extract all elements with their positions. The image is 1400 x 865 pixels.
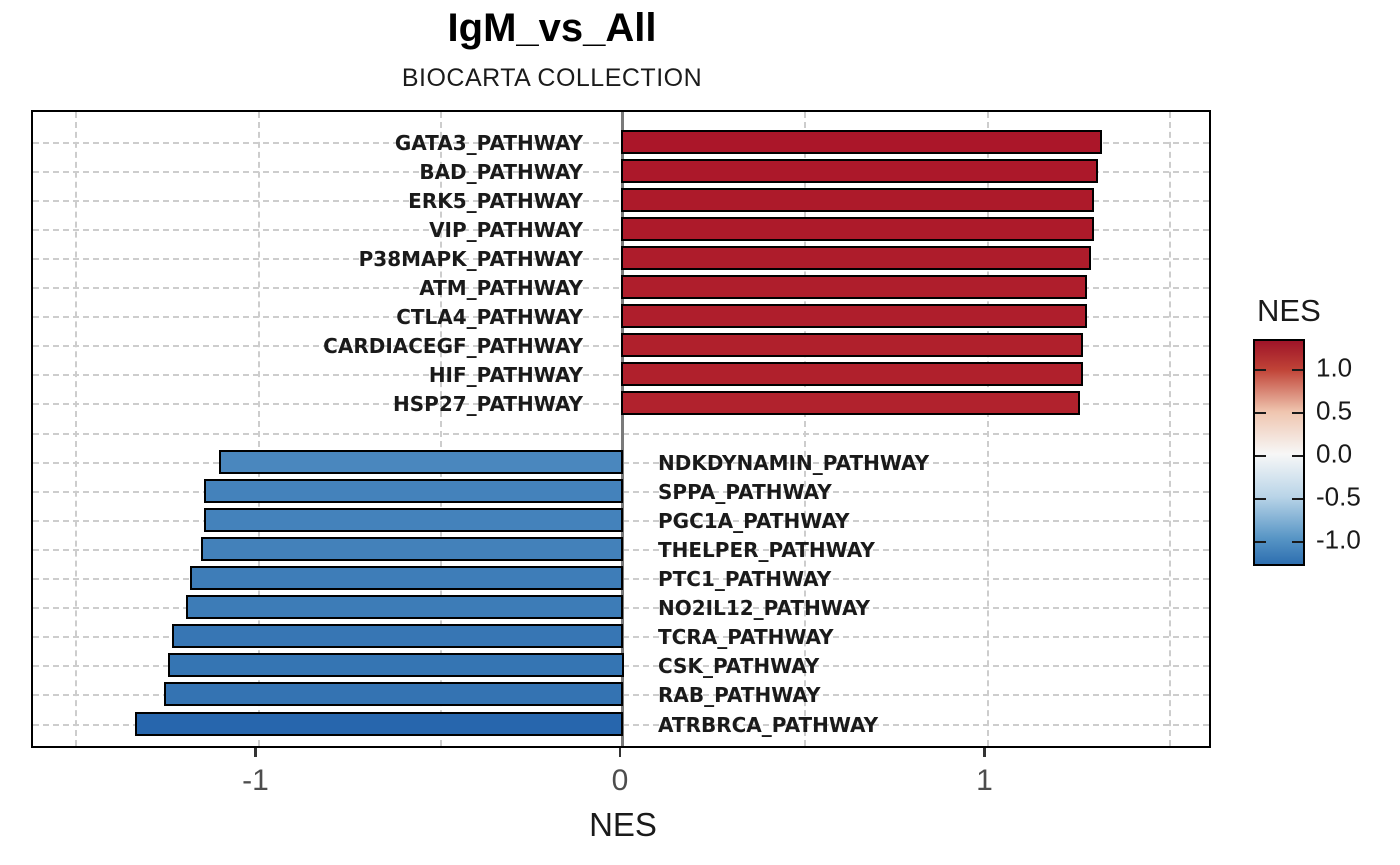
legend-gradient-bar bbox=[1253, 339, 1305, 566]
category-label: HSP27_PATHWAY bbox=[393, 392, 583, 417]
legend-tick-mark bbox=[1255, 540, 1266, 543]
category-label: NO2IL12_PATHWAY bbox=[658, 596, 871, 621]
category-label: VIP_PATHWAY bbox=[429, 217, 583, 242]
nes-bar bbox=[189, 566, 624, 590]
vertical-gridline bbox=[1168, 112, 1171, 746]
category-label: P38MAPK_PATHWAY bbox=[358, 246, 583, 271]
category-label: CTLA4_PATHWAY bbox=[396, 305, 583, 330]
vertical-gridline bbox=[257, 112, 260, 746]
category-label: CSK_PATHWAY bbox=[658, 654, 820, 679]
legend-tick-mark bbox=[1255, 411, 1266, 414]
legend-tick-mark bbox=[1255, 454, 1266, 457]
category-label: BAD_PATHWAY bbox=[419, 159, 583, 184]
nes-bar bbox=[200, 536, 624, 561]
legend-tick-mark bbox=[1255, 368, 1266, 371]
nes-bar bbox=[620, 275, 1088, 299]
legend-tick-mark bbox=[1292, 368, 1303, 371]
category-label: ATM_PATHWAY bbox=[419, 276, 583, 300]
vertical-gridline bbox=[804, 112, 807, 746]
x-axis-title: NES bbox=[589, 806, 657, 843]
nes-bar bbox=[620, 333, 1084, 358]
legend-tick-label: 0.0 bbox=[1316, 438, 1353, 469]
nes-bar bbox=[167, 653, 624, 678]
chart-subtitle: BIOCARTA COLLECTION bbox=[401, 64, 703, 92]
nes-bar bbox=[204, 478, 624, 503]
x-tick-label: -1 bbox=[242, 764, 269, 797]
vertical-gridline bbox=[439, 112, 442, 746]
x-tick-label: 0 bbox=[611, 764, 629, 797]
category-label: NDKDYNAMIN_PATHWAY bbox=[658, 450, 930, 475]
category-label: HIF_PATHWAY bbox=[428, 363, 583, 388]
category-label: RAB_PATHWAY bbox=[658, 683, 821, 708]
category-label: ERK5_PATHWAY bbox=[408, 188, 583, 213]
legend-tick-label: -1.0 bbox=[1316, 524, 1361, 555]
nes-bar bbox=[620, 216, 1095, 241]
legend-tick-mark bbox=[1292, 540, 1303, 543]
zero-line bbox=[620, 112, 624, 746]
nes-bar bbox=[171, 624, 624, 649]
legend-tick-label: 1.0 bbox=[1316, 352, 1353, 383]
nes-bar bbox=[164, 682, 624, 707]
nes-bar bbox=[218, 449, 624, 474]
category-label: ATRBRCA_PATHWAY bbox=[658, 712, 879, 737]
category-label: GATA3_PATHWAY bbox=[394, 130, 583, 155]
legend-title: NES bbox=[1257, 293, 1321, 328]
x-tick-mark bbox=[618, 748, 622, 757]
vertical-gridline bbox=[75, 112, 78, 746]
category-label: PTC1_PATHWAY bbox=[658, 567, 832, 591]
plot-panel: GATA3_PATHWAY BAD_PATHWAY ERK5_PATHWAY VIP_… bbox=[31, 110, 1211, 748]
legend-tick-label: 0.5 bbox=[1316, 395, 1353, 426]
category-label: THELPER_PATHWAY bbox=[658, 537, 875, 562]
legend-tick-mark bbox=[1255, 497, 1266, 500]
legend-tick-mark bbox=[1292, 454, 1303, 457]
vertical-gridline bbox=[986, 112, 989, 746]
nes-bar bbox=[186, 595, 624, 620]
x-tick-mark bbox=[983, 748, 986, 757]
nes-bar bbox=[620, 187, 1095, 212]
nes-bar bbox=[204, 507, 624, 532]
legend-tick-mark bbox=[1292, 411, 1303, 414]
category-label: CARDIACEGF_PATHWAY bbox=[323, 334, 583, 359]
x-tick-mark bbox=[254, 748, 257, 757]
legend-tick-label: -0.5 bbox=[1316, 481, 1361, 512]
nes-bar bbox=[620, 245, 1091, 270]
nes-bar bbox=[620, 391, 1080, 416]
nes-bar bbox=[135, 711, 624, 736]
nes-bar bbox=[620, 158, 1098, 183]
x-tick-label: 1 bbox=[976, 764, 993, 797]
nes-bar bbox=[620, 129, 1102, 154]
legend-tick-mark bbox=[1292, 497, 1303, 500]
nes-bar bbox=[620, 362, 1084, 387]
nes-bar bbox=[620, 304, 1088, 329]
chart-title: IgM_vs_All bbox=[447, 6, 657, 50]
category-label: TCRA_PATHWAY bbox=[658, 625, 834, 650]
category-label: SPPA_PATHWAY bbox=[658, 479, 832, 504]
category-label: PGC1A_PATHWAY bbox=[658, 508, 850, 533]
